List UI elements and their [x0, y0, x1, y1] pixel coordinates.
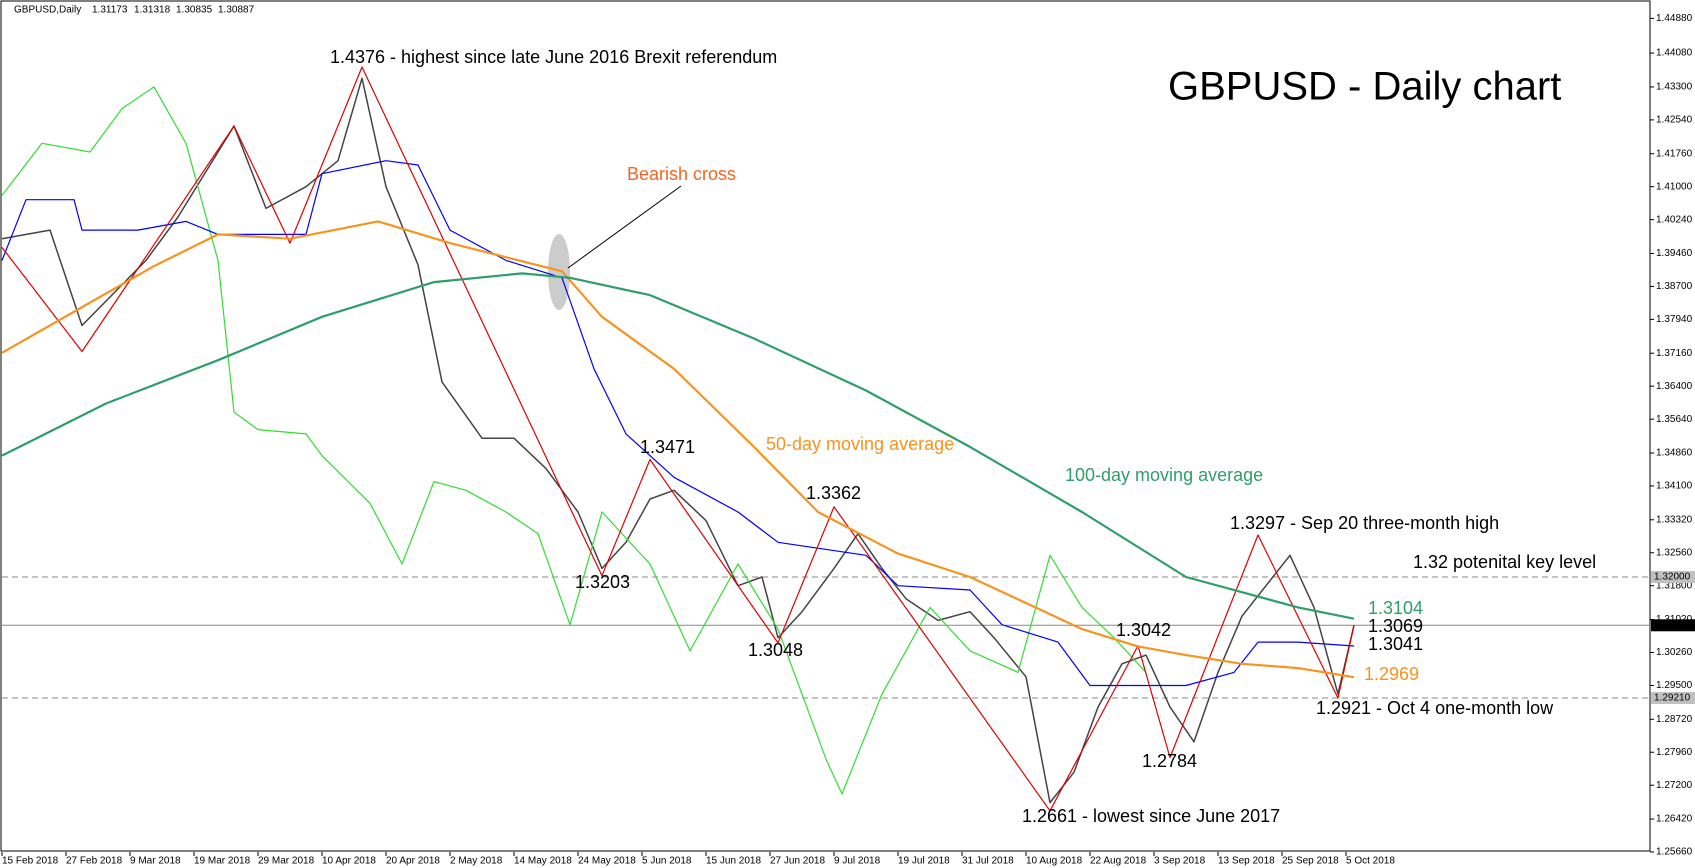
y-tick-label: 1.44080	[1656, 48, 1693, 59]
header-ohlc: 1.31318	[134, 5, 171, 16]
callout-line	[567, 185, 682, 269]
x-tick-label: 10 Apr 2018	[322, 856, 376, 867]
x-tick-label: 31 Jul 2018	[962, 856, 1014, 867]
y-tick-label: 1.37940	[1656, 314, 1693, 325]
y-tick-label: 1.37160	[1656, 348, 1693, 359]
x-tick-label: 9 Mar 2018	[130, 856, 181, 867]
y-tick-label: 1.44880	[1656, 13, 1693, 24]
x-tick-label: 14 May 2018	[514, 856, 572, 867]
x-tick-label: 20 Apr 2018	[386, 856, 440, 867]
x-tick-label: 2 May 2018	[450, 856, 503, 867]
x-tick-label: 15 Jun 2018	[706, 856, 761, 867]
series-line	[1, 272, 1355, 620]
header-ohlc: 1.30835	[176, 5, 213, 16]
annotation: 1.3048	[748, 640, 803, 660]
y-tick-label: 1.25660	[1656, 847, 1693, 858]
series-line	[1, 66, 1355, 812]
header-ohlc: 1.30887	[218, 5, 255, 16]
x-tick-label: 25 Sep 2018	[1282, 856, 1339, 867]
x-tick-label: 27 Feb 2018	[66, 856, 123, 867]
y-tick-label: 1.40240	[1656, 214, 1693, 225]
x-tick-label: 24 May 2018	[578, 856, 636, 867]
x-tick-label: 22 Aug 2018	[1090, 856, 1147, 867]
annotation: 1.32 potenital key level	[1413, 552, 1596, 572]
annotation: 1.3042	[1116, 620, 1171, 640]
y-tick-label: 1.41000	[1656, 181, 1693, 192]
x-tick-label: 27 Jun 2018	[770, 856, 825, 867]
x-tick-label: 19 Mar 2018	[194, 856, 251, 867]
y-tick-label: 1.28720	[1656, 714, 1693, 725]
x-tick-label: 29 Mar 2018	[258, 856, 315, 867]
level-label: 1.29210	[1654, 693, 1691, 704]
annotation: 1.3471	[640, 437, 695, 457]
y-tick-label: 1.34100	[1656, 481, 1693, 492]
series-line	[1, 220, 1355, 679]
y-tick-label: 1.29500	[1656, 680, 1693, 691]
header-symbol: GBPUSD,Daily	[14, 5, 81, 16]
y-tick-label: 1.26420	[1656, 814, 1693, 825]
level-label-bg	[1651, 692, 1695, 705]
cross-marker	[548, 234, 570, 310]
y-tick-label: 1.42540	[1656, 115, 1693, 126]
x-tick-label: 5 Jun 2018	[642, 856, 692, 867]
x-tick-label: 15 Feb 2018	[2, 856, 59, 867]
annotation: 1.2784	[1142, 751, 1197, 771]
y-tick-label: 1.30260	[1656, 647, 1693, 658]
level-label: 1.30887	[1654, 620, 1691, 631]
annotation: 1.2921 - Oct 4 one-month low	[1316, 698, 1554, 718]
y-tick-label: 1.31800	[1656, 580, 1693, 591]
y-tick-label: 1.39460	[1656, 248, 1693, 259]
y-tick-label: 1.27960	[1656, 747, 1693, 758]
annotation: 1.4376 - highest since late June 2016 Br…	[330, 47, 777, 67]
series-label: 50-day moving average	[766, 434, 954, 454]
annotation: 1.3104	[1368, 598, 1423, 618]
level-label-bg	[1651, 619, 1695, 632]
x-tick-label: 19 Jul 2018	[898, 856, 950, 867]
level-label-bg	[1651, 571, 1695, 584]
series-label: 100-day moving average	[1065, 465, 1263, 485]
annotation: 1.2969	[1364, 664, 1419, 684]
annotation: 1.3297 - Sep 20 three-month high	[1230, 513, 1499, 533]
header-ohlc: 1.31173	[92, 5, 128, 16]
y-tick-label: 1.41760	[1656, 148, 1693, 159]
level-label: 1.32000	[1654, 572, 1691, 583]
x-tick-label: 10 Aug 2018	[1026, 856, 1083, 867]
plot-frame	[0, 0, 1651, 852]
annotation: 1.3362	[806, 483, 861, 503]
y-tick-label: 1.36400	[1656, 381, 1693, 392]
y-tick-label: 1.32560	[1656, 547, 1693, 558]
annotation: Bearish cross	[627, 164, 736, 184]
series-line	[1, 160, 1355, 687]
annotation: 1.3041	[1368, 634, 1423, 654]
chart-title: GBPUSD - Daily chart	[1168, 65, 1561, 109]
x-tick-label: 9 Jul 2018	[834, 856, 881, 867]
y-tick-label: 1.35640	[1656, 414, 1693, 425]
x-tick-label: 5 Oct 2018	[1346, 856, 1395, 867]
annotation: 1.3203	[575, 572, 630, 592]
annotation: 1.2661 - lowest since June 2017	[1022, 806, 1280, 826]
y-tick-label: 1.43300	[1656, 82, 1693, 93]
y-tick-label: 1.27200	[1656, 780, 1693, 791]
series-line	[1, 86, 1147, 795]
x-tick-label: 13 Sep 2018	[1218, 856, 1275, 867]
x-tick-label: 3 Sep 2018	[1154, 856, 1206, 867]
y-tick-label: 1.38700	[1656, 281, 1693, 292]
y-tick-label: 1.33320	[1656, 514, 1693, 525]
annotation: 1.3069	[1368, 616, 1423, 636]
series-line	[1, 77, 1355, 804]
y-tick-label: 1.34860	[1656, 448, 1693, 459]
